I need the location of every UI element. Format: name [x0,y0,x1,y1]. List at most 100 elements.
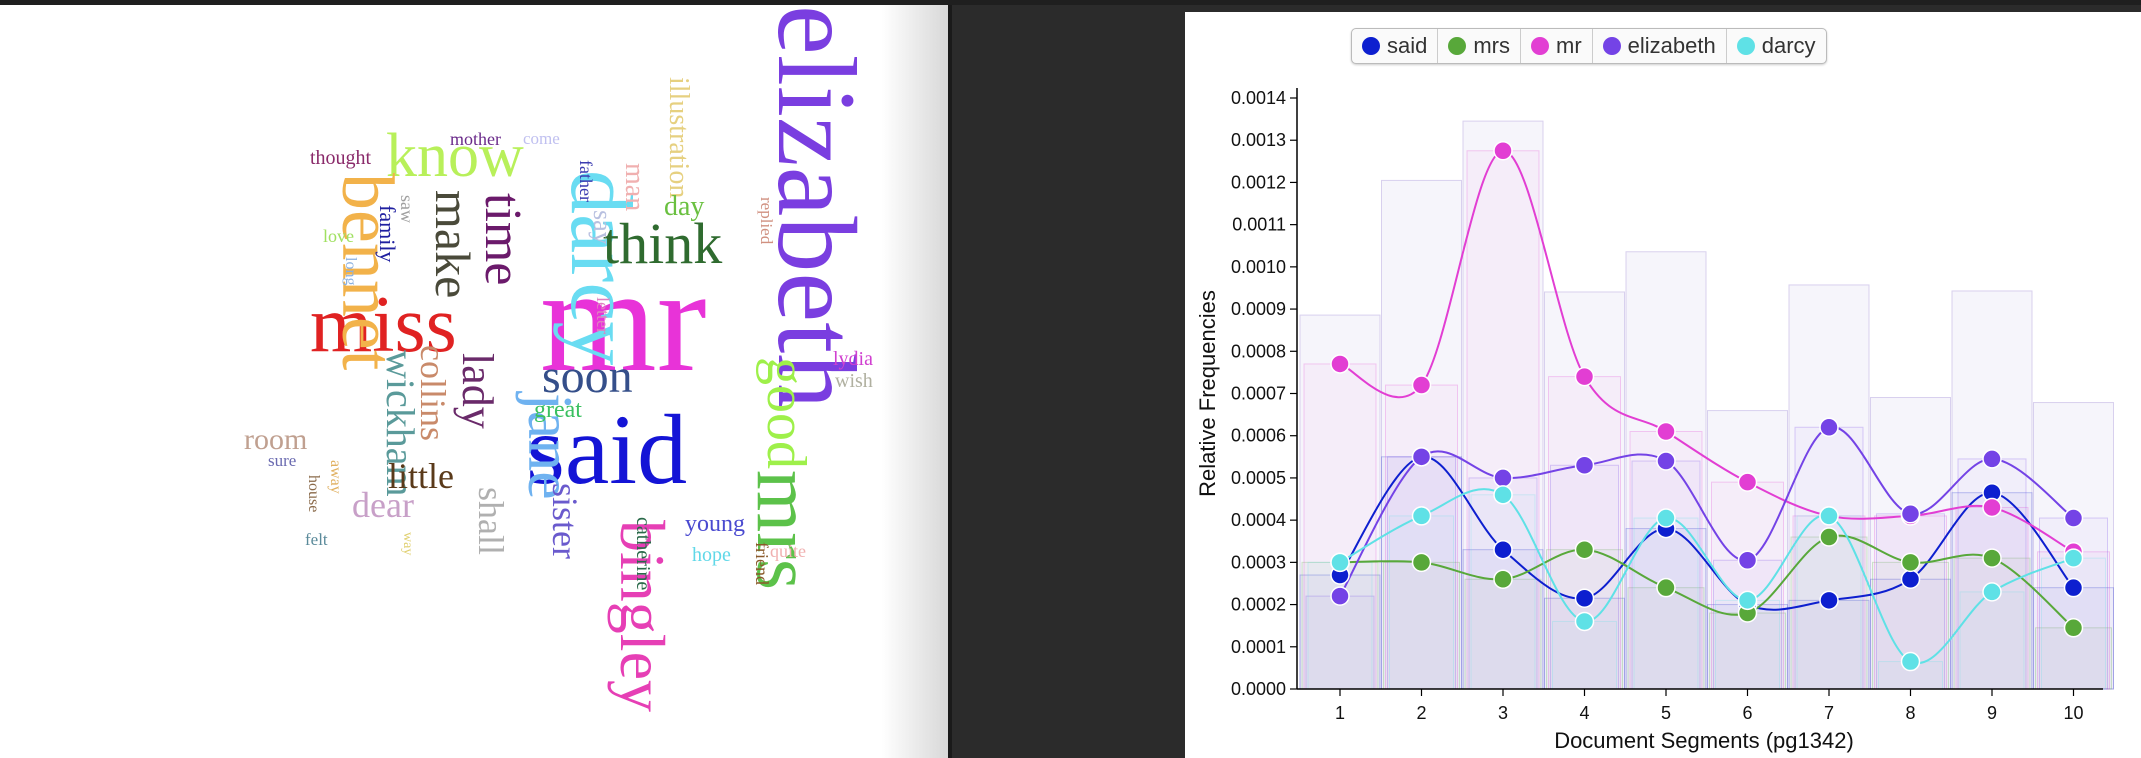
cloud-word[interactable]: house [305,475,322,513]
cloud-word[interactable]: way [400,532,415,556]
series-bar [1466,150,1540,690]
data-point-mr[interactable] [1330,354,1350,374]
data-point-mrs[interactable] [1493,569,1513,589]
cloud-word[interactable]: friend [752,542,772,585]
data-point-mr[interactable] [1411,375,1432,395]
cloud-word[interactable]: catherine [632,517,654,591]
data-point-darcy[interactable] [1982,582,2002,602]
cloud-word[interactable]: letter [593,297,613,334]
data-point-darcy[interactable] [1330,552,1350,573]
data-point-darcy[interactable] [1819,506,1839,526]
data-point-mrs[interactable] [1900,552,1921,573]
cloud-word[interactable]: long [342,257,359,286]
data-point-mrs[interactable] [1574,539,1595,560]
data-point-said[interactable] [2063,577,2084,598]
cloud-word[interactable]: lydia [833,348,873,370]
data-point-mrs[interactable] [1411,552,1432,573]
data-point-mr[interactable] [1656,421,1676,442]
cloud-word[interactable]: father [576,160,596,202]
data-point-mr[interactable] [1982,497,2002,518]
cloud-word[interactable]: away [327,460,344,494]
cloud-word[interactable]: said [526,394,688,505]
y-tick-label: 0.0013 [1231,130,1286,150]
data-point-elizabeth[interactable] [1574,455,1595,476]
data-point-darcy[interactable] [1737,590,1758,611]
data-point-darcy[interactable] [1656,508,1676,528]
cloud-word[interactable]: great [534,397,582,423]
data-point-mr[interactable] [1493,141,1513,161]
cloud-word[interactable]: day [664,191,705,222]
data-point-elizabeth[interactable] [1982,449,2002,469]
cloud-word[interactable]: hope [692,544,731,566]
data-point-elizabeth[interactable] [1411,447,1432,467]
cloud-word[interactable]: little [388,456,454,496]
cloud-word[interactable]: come [523,129,560,148]
legend-item-said[interactable]: said [1352,29,1437,63]
cloud-word[interactable]: sister [545,483,585,559]
cloud-word[interactable]: room [244,423,308,456]
data-point-said[interactable] [1900,569,1921,589]
cloud-word[interactable]: man [619,163,650,212]
series-bar [1303,363,1377,690]
cloud-word[interactable]: illustration [663,77,694,199]
cloud-word[interactable]: think [603,211,723,276]
cloud-word[interactable]: sure [268,451,297,470]
cloud-word[interactable]: miss [310,281,457,369]
data-point-elizabeth[interactable] [1737,550,1758,570]
data-point-darcy[interactable] [1574,611,1595,632]
cloud-word[interactable]: time [474,193,531,286]
data-point-darcy[interactable] [2063,548,2084,568]
data-point-mrs[interactable] [1982,548,2002,568]
legend-label: mr [1556,33,1582,58]
data-point-said[interactable] [1819,590,1839,611]
data-point-elizabeth[interactable] [1900,504,1921,524]
data-point-elizabeth[interactable] [1656,451,1676,471]
series-bar [1305,595,1375,690]
data-point-mr[interactable] [1574,366,1595,387]
data-point-mrs[interactable] [1656,577,1676,598]
cloud-word[interactable]: mother [450,129,501,149]
cloud-word[interactable]: felt [305,530,328,549]
x-tick-label: 8 [1905,703,1915,723]
cloud-word[interactable]: saw [397,195,417,223]
cloud-word[interactable]: quite [770,541,806,561]
data-point-said[interactable] [1493,539,1513,560]
data-point-elizabeth[interactable] [2063,508,2084,528]
cloud-word[interactable]: know [386,122,524,190]
cloud-word[interactable]: make [425,190,481,299]
cloud-word[interactable]: dear [352,485,414,525]
cloud-word[interactable]: lady [453,353,502,429]
series-bar [1959,591,2025,690]
data-point-mrs[interactable] [2063,618,2084,638]
cloud-word[interactable]: collins [413,345,453,441]
cloud-word[interactable]: mr [540,237,707,403]
cloud-word[interactable]: love [323,226,354,246]
data-point-elizabeth[interactable] [1330,586,1350,606]
x-tick-label: 2 [1416,703,1426,723]
x-tick-label: 1 [1335,703,1345,723]
data-point-darcy[interactable] [1493,485,1513,505]
legend-item-mrs[interactable]: mrs [1437,29,1520,63]
cloud-word[interactable]: family [375,205,400,263]
cloud-word[interactable]: shall [471,487,511,555]
data-point-mr[interactable] [1737,472,1758,492]
legend-item-mr[interactable]: mr [1520,29,1592,63]
cloud-word[interactable]: say [588,210,617,245]
data-point-darcy[interactable] [1411,506,1432,526]
cloud-word[interactable]: young [685,511,745,537]
data-point-elizabeth[interactable] [1493,468,1513,488]
legend-item-elizabeth[interactable]: elizabeth [1591,29,1726,63]
cloud-word[interactable]: wish [835,370,873,392]
cloud-word[interactable]: replied [757,197,776,245]
cloud-word[interactable]: thought [310,147,372,169]
data-point-darcy[interactable] [1900,651,1921,672]
series-line-mr [1339,149,2074,553]
panel-divider[interactable] [948,5,952,758]
data-point-elizabeth[interactable] [1819,417,1839,438]
cloud-word[interactable]: good [755,357,817,469]
data-point-said[interactable] [1574,588,1595,608]
data-point-mrs[interactable] [1819,527,1839,547]
x-tick-label: 10 [2063,703,2083,723]
cloud-word[interactable]: soon [542,350,633,403]
legend-item-darcy[interactable]: darcy [1725,29,1826,63]
